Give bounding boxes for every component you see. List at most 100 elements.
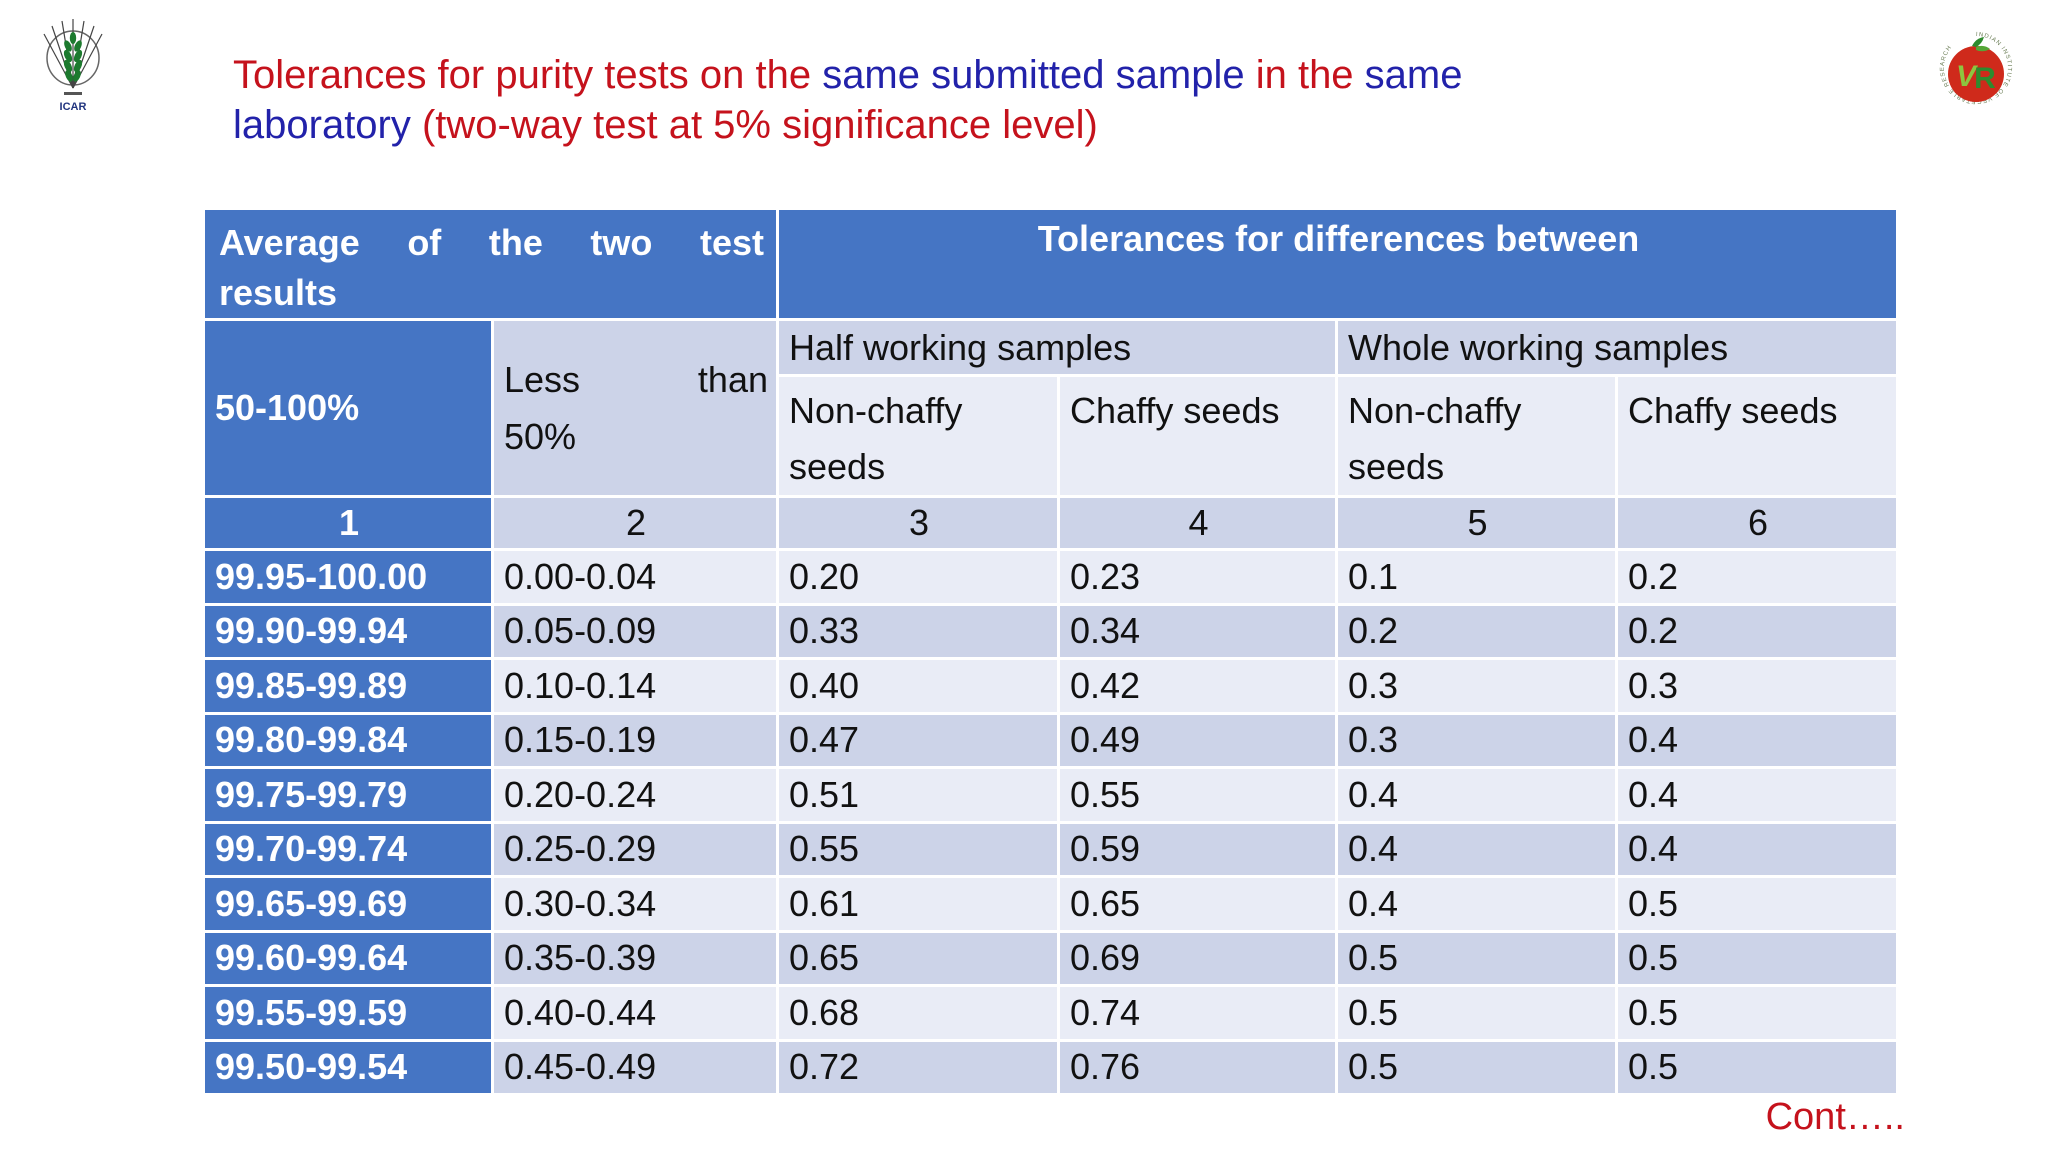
value-cell: 0.1 (1335, 548, 1618, 606)
column-number-cell: 6 (1615, 495, 1899, 551)
table-row: 99.75-99.79 0.20-0.24 0.51 0.55 0.4 0.4 (202, 766, 1899, 824)
row-label-cell: 99.55-99.59 (202, 984, 494, 1042)
table-header-row-1: Average of the two test results Tolerances f… (202, 207, 1899, 321)
row-label-cell: 99.90-99.94 (202, 602, 494, 660)
column-number-cell: 2 (491, 495, 779, 551)
value-cell: 0.2 (1335, 602, 1618, 660)
value-cell: 0.4 (1335, 875, 1618, 933)
value-cell: 0.49 (1057, 711, 1338, 769)
title-segment: same (1364, 53, 1463, 97)
header-half-working-cell: Half working samples (776, 318, 1338, 377)
icar-caption: ICAR (60, 101, 87, 113)
value-cell: 0.00-0.04 (491, 548, 779, 606)
value-cell: 0.5 (1615, 875, 1899, 933)
value-cell: 0.25-0.29 (491, 820, 779, 878)
column-number-cell: 3 (776, 495, 1060, 551)
header-average-line2: results (219, 272, 338, 313)
row-label-cell: 99.75-99.79 (202, 766, 494, 824)
value-cell: 0.30-0.34 (491, 875, 779, 933)
row-label-cell: 99.70-99.74 (202, 820, 494, 878)
value-cell: 0.23 (1057, 548, 1338, 606)
value-cell: 0.4 (1615, 820, 1899, 878)
value-cell: 0.47 (776, 711, 1060, 769)
value-cell: 0.42 (1057, 657, 1338, 715)
value-cell: 0.3 (1615, 657, 1899, 715)
value-cell: 0.33 (776, 602, 1060, 660)
header-less-than-line1: Less than (504, 359, 768, 400)
value-cell: 0.59 (1057, 820, 1338, 878)
value-cell: 0.15-0.19 (491, 711, 779, 769)
column-number-cell: 5 (1335, 495, 1618, 551)
value-cell: 0.69 (1057, 929, 1338, 987)
table-row: 99.65-99.69 0.30-0.34 0.61 0.65 0.4 0.5 (202, 875, 1899, 933)
value-cell: 0.55 (776, 820, 1060, 878)
title-segment: Tolerances for purity tests on the (233, 53, 823, 97)
table-row: 99.50-99.54 0.45-0.49 0.72 0.76 0.5 0.5 (202, 1038, 1899, 1096)
value-cell: 0.61 (776, 875, 1060, 933)
header-nonchaffy-whole-label: Non-chaffy seeds (1348, 390, 1522, 487)
value-cell: 0.20 (776, 548, 1060, 606)
value-cell: 0.5 (1335, 929, 1618, 987)
column-number-cell: 4 (1057, 495, 1338, 551)
value-cell: 0.05-0.09 (491, 602, 779, 660)
value-cell: 0.40 (776, 657, 1060, 715)
tolerance-table: Average of the two test results Tolerances f… (202, 207, 1899, 1096)
value-cell: 0.72 (776, 1038, 1060, 1096)
value-cell: 0.65 (1057, 875, 1338, 933)
title-segment: in the (1255, 53, 1365, 97)
row-label-cell: 99.50-99.54 (202, 1038, 494, 1096)
header-chaffy-half-cell: Chaffy seeds (1057, 374, 1338, 498)
icar-logo: ICAR (36, 18, 110, 119)
value-cell: 0.5 (1335, 984, 1618, 1042)
header-average-cell: Average of the two test results (202, 207, 779, 321)
value-cell: 0.34 (1057, 602, 1338, 660)
table-header-row-2: 50-100% Less than 50% Half working sample… (202, 318, 1899, 498)
value-cell: 0.51 (776, 766, 1060, 824)
table-row: 99.60-99.64 0.35-0.39 0.65 0.69 0.5 0.5 (202, 929, 1899, 987)
value-cell: 0.76 (1057, 1038, 1338, 1096)
value-cell: 0.35-0.39 (491, 929, 779, 987)
table-row: 99.80-99.84 0.15-0.19 0.47 0.49 0.3 0.4 (202, 711, 1899, 769)
title-segment: same submitted sample (822, 53, 1256, 97)
slide-title-line2: laboratory (two-way test at 5% significa… (233, 100, 1462, 150)
value-cell: 0.45-0.49 (491, 1038, 779, 1096)
value-cell: 0.4 (1335, 766, 1618, 824)
value-cell: 0.55 (1057, 766, 1338, 824)
table-row: 99.95-100.00 0.00-0.04 0.20 0.23 0.1 0.2 (202, 548, 1899, 606)
value-cell: 0.5 (1335, 1038, 1618, 1096)
value-cell: 0.4 (1335, 820, 1618, 878)
value-cell: 0.4 (1615, 766, 1899, 824)
header-whole-working-cell: Whole working samples (1335, 318, 1899, 377)
header-average-line1: Average of the two test (219, 222, 764, 263)
header-nonchaffy-half-label: Non-chaffy seeds (789, 390, 963, 487)
value-cell: 0.3 (1335, 657, 1618, 715)
header-nonchaffy-half-cell: Non-chaffy seeds (776, 374, 1060, 498)
header-less-than-cell: Less than 50% (491, 318, 779, 498)
value-cell: 0.74 (1057, 984, 1338, 1042)
value-cell: 0.68 (776, 984, 1060, 1042)
table-row: 99.85-99.89 0.10-0.14 0.40 0.42 0.3 0.3 (202, 657, 1899, 715)
title-segment: (two-way test at 5% significance level) (421, 103, 1098, 147)
column-number-cell: 1 (202, 495, 494, 551)
header-chaffy-whole-cell: Chaffy seeds (1615, 374, 1899, 498)
row-label-cell: 99.65-99.69 (202, 875, 494, 933)
header-less-than-line2: 50% (504, 416, 577, 457)
value-cell: 0.5 (1615, 929, 1899, 987)
value-cell: 0.5 (1615, 1038, 1899, 1096)
table-row: 99.70-99.74 0.25-0.29 0.55 0.59 0.4 0.4 (202, 820, 1899, 878)
title-segment: laboratory (233, 103, 422, 147)
icar-emblem-icon: ICAR (43, 19, 103, 113)
value-cell: 0.10-0.14 (491, 657, 779, 715)
value-cell: 0.3 (1335, 711, 1618, 769)
iivr-logo: INDIAN INSTITUTE OF VEGETABLE RESEARCH V… (1932, 24, 2020, 117)
row-label-cell: 99.85-99.89 (202, 657, 494, 715)
column-numbering-row: 1 2 3 4 5 6 (202, 495, 1899, 551)
header-nonchaffy-whole-cell: Non-chaffy seeds (1335, 374, 1618, 498)
value-cell: 0.2 (1615, 602, 1899, 660)
value-cell: 0.40-0.44 (491, 984, 779, 1042)
value-cell: 0.2 (1615, 548, 1899, 606)
value-cell: 0.65 (776, 929, 1060, 987)
row-label-cell: 99.95-100.00 (202, 548, 494, 606)
iivr-letter-r: R (1974, 62, 1996, 95)
row-label-cell: 99.60-99.64 (202, 929, 494, 987)
